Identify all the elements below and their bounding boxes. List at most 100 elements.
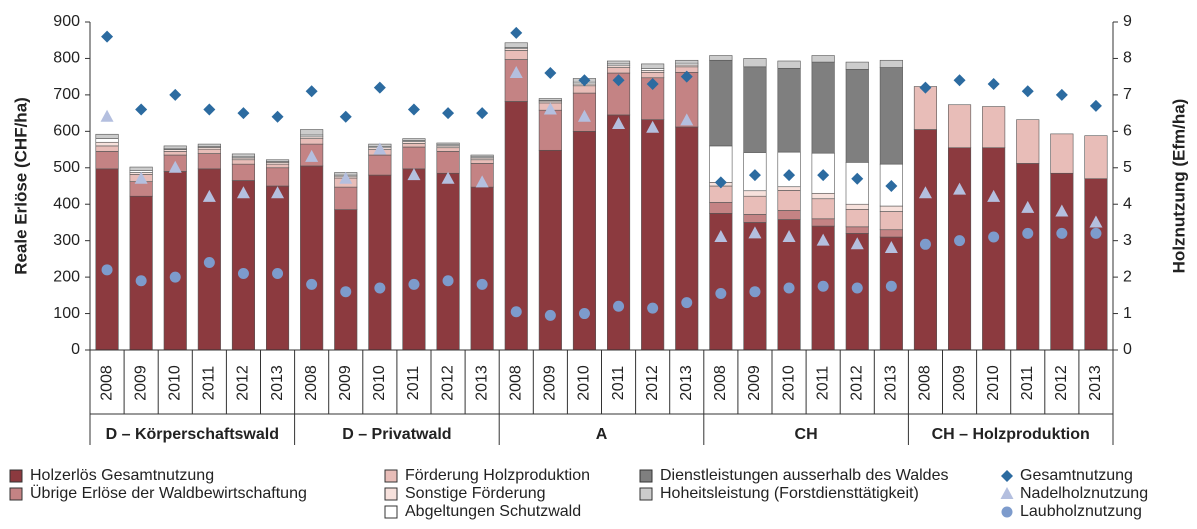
marker [169, 271, 181, 283]
bar-segment [709, 202, 733, 214]
marker [101, 264, 113, 276]
y2-tick-label: 2 [1123, 268, 1132, 285]
x-tick-label: 2008 [98, 365, 115, 401]
x-tick-label: 2011 [1019, 366, 1036, 401]
x-tick-label: 2010 [371, 365, 388, 401]
bar-segment [95, 138, 119, 143]
bar-segment [811, 61, 835, 154]
marker [408, 278, 420, 290]
legend-label: Dienstleistungen ausserhalb des Waldes [660, 467, 948, 484]
bar-segment [470, 154, 494, 158]
marker [169, 88, 182, 101]
marker [646, 77, 659, 90]
legend-label: Sonstige Förderung [405, 485, 546, 502]
marker [748, 226, 762, 239]
bar-segment [197, 148, 221, 154]
bar-segment [709, 185, 733, 203]
marker [953, 182, 967, 195]
bar-segment [265, 167, 290, 187]
bar-segment [606, 60, 631, 65]
x-tick-label: 2008 [507, 365, 524, 401]
marker [373, 81, 386, 94]
marker [748, 169, 761, 182]
marker [306, 278, 318, 290]
bar-segment [504, 59, 528, 102]
legend-label: Laubholznutzung [1020, 503, 1142, 520]
marker [373, 142, 387, 155]
y-tick-label: 600 [53, 123, 80, 140]
bar-segment [879, 59, 903, 68]
marker [680, 70, 693, 83]
y2-tick-label: 4 [1123, 195, 1132, 212]
legend-swatch [9, 469, 23, 483]
x-tick-label: 2013 [269, 365, 286, 401]
marker [100, 109, 114, 122]
marker [681, 297, 693, 309]
marker [850, 237, 864, 250]
y-tick-label: 800 [53, 50, 80, 67]
bar-segment [879, 229, 903, 238]
x-tick-label: 2009 [132, 365, 149, 401]
group-label: CH [795, 426, 818, 443]
marker [340, 286, 352, 298]
bar-segment [538, 98, 562, 101]
marker [374, 282, 386, 294]
marker [305, 149, 319, 162]
marker [885, 280, 897, 292]
marker [816, 233, 830, 246]
marker [851, 282, 863, 294]
marker [1056, 227, 1068, 239]
y-tick-label: 700 [53, 86, 80, 103]
bar-segment [402, 168, 426, 351]
bar-segment [845, 61, 869, 70]
bar-segment [709, 59, 733, 147]
x-tick-label: 2013 [473, 365, 490, 401]
bar-segment [402, 146, 426, 170]
y-tick-label: 100 [53, 305, 80, 322]
y-tick-label: 0 [71, 341, 80, 358]
y2-tick-label: 7 [1123, 86, 1132, 103]
marker [817, 280, 829, 292]
legend-marker [1001, 506, 1013, 518]
marker [272, 267, 284, 279]
bar-segment [95, 151, 119, 170]
bar-segment [197, 143, 221, 147]
bar-segment [231, 180, 256, 351]
x-tick-label: 2009 [542, 365, 559, 401]
marker [544, 67, 557, 80]
bar-segment [777, 186, 801, 191]
bar-segment [470, 159, 494, 164]
bar-segment [845, 69, 869, 163]
bar-segment [743, 190, 767, 197]
marker [134, 171, 148, 184]
x-tick-label: 2009 [337, 365, 354, 401]
bar-segment [163, 145, 187, 150]
bar-segment [811, 218, 835, 227]
bar-segment [641, 63, 665, 69]
bar-segment [572, 85, 597, 94]
marker [476, 107, 489, 120]
marker [919, 81, 932, 94]
x-tick-label: 2012 [1053, 365, 1070, 401]
marker [168, 160, 182, 173]
bar-segment [1050, 172, 1074, 351]
bar-segment [743, 195, 767, 215]
marker [953, 74, 966, 87]
marker [442, 107, 455, 120]
bar-segment [1084, 178, 1108, 351]
bar-segment [777, 190, 801, 211]
x-tick-label: 2012 [439, 365, 456, 401]
x-tick-label: 2013 [678, 365, 695, 401]
marker [339, 171, 353, 184]
bar-segment [265, 163, 290, 169]
bar-segment [982, 147, 1006, 351]
bar-segment [334, 209, 358, 351]
bar-segment [947, 147, 972, 351]
legend-label: Hoheitsleistung (Forstdiensttätigkeit) [660, 485, 919, 502]
legend-swatch [384, 487, 398, 501]
marker [203, 257, 215, 269]
marker [782, 230, 796, 243]
bar-segment [641, 119, 665, 351]
marker [202, 189, 216, 202]
group-label: A [596, 426, 608, 443]
